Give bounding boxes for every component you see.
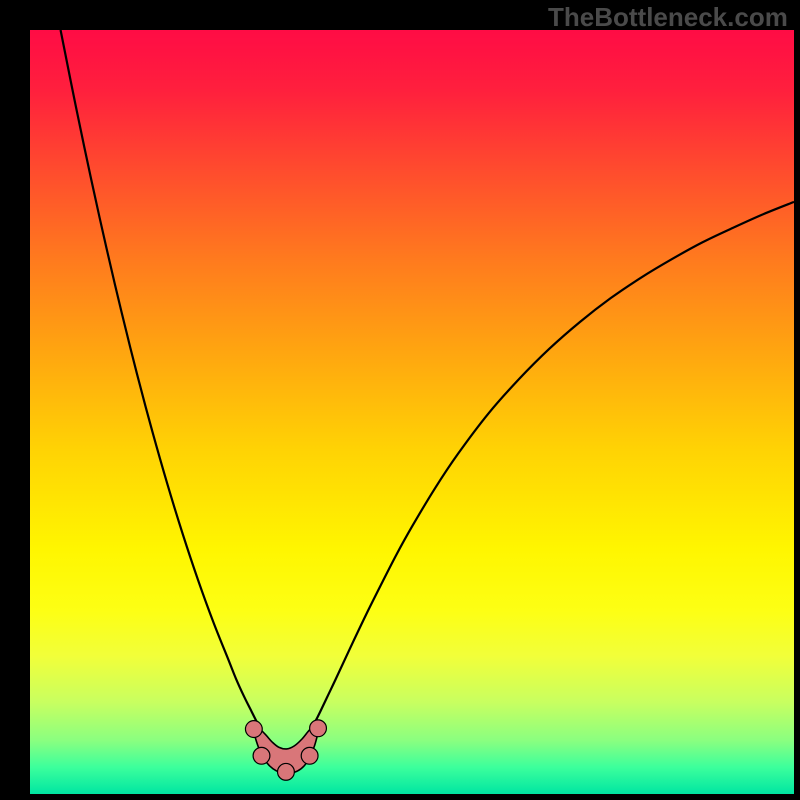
plot-background bbox=[30, 30, 794, 794]
valley-dot bbox=[245, 721, 262, 738]
watermark-text: TheBottleneck.com bbox=[548, 2, 788, 33]
chart-canvas bbox=[0, 0, 800, 800]
valley-dot bbox=[278, 763, 295, 780]
valley-dot bbox=[301, 747, 318, 764]
valley-dot bbox=[310, 720, 327, 737]
valley-dot bbox=[253, 747, 270, 764]
